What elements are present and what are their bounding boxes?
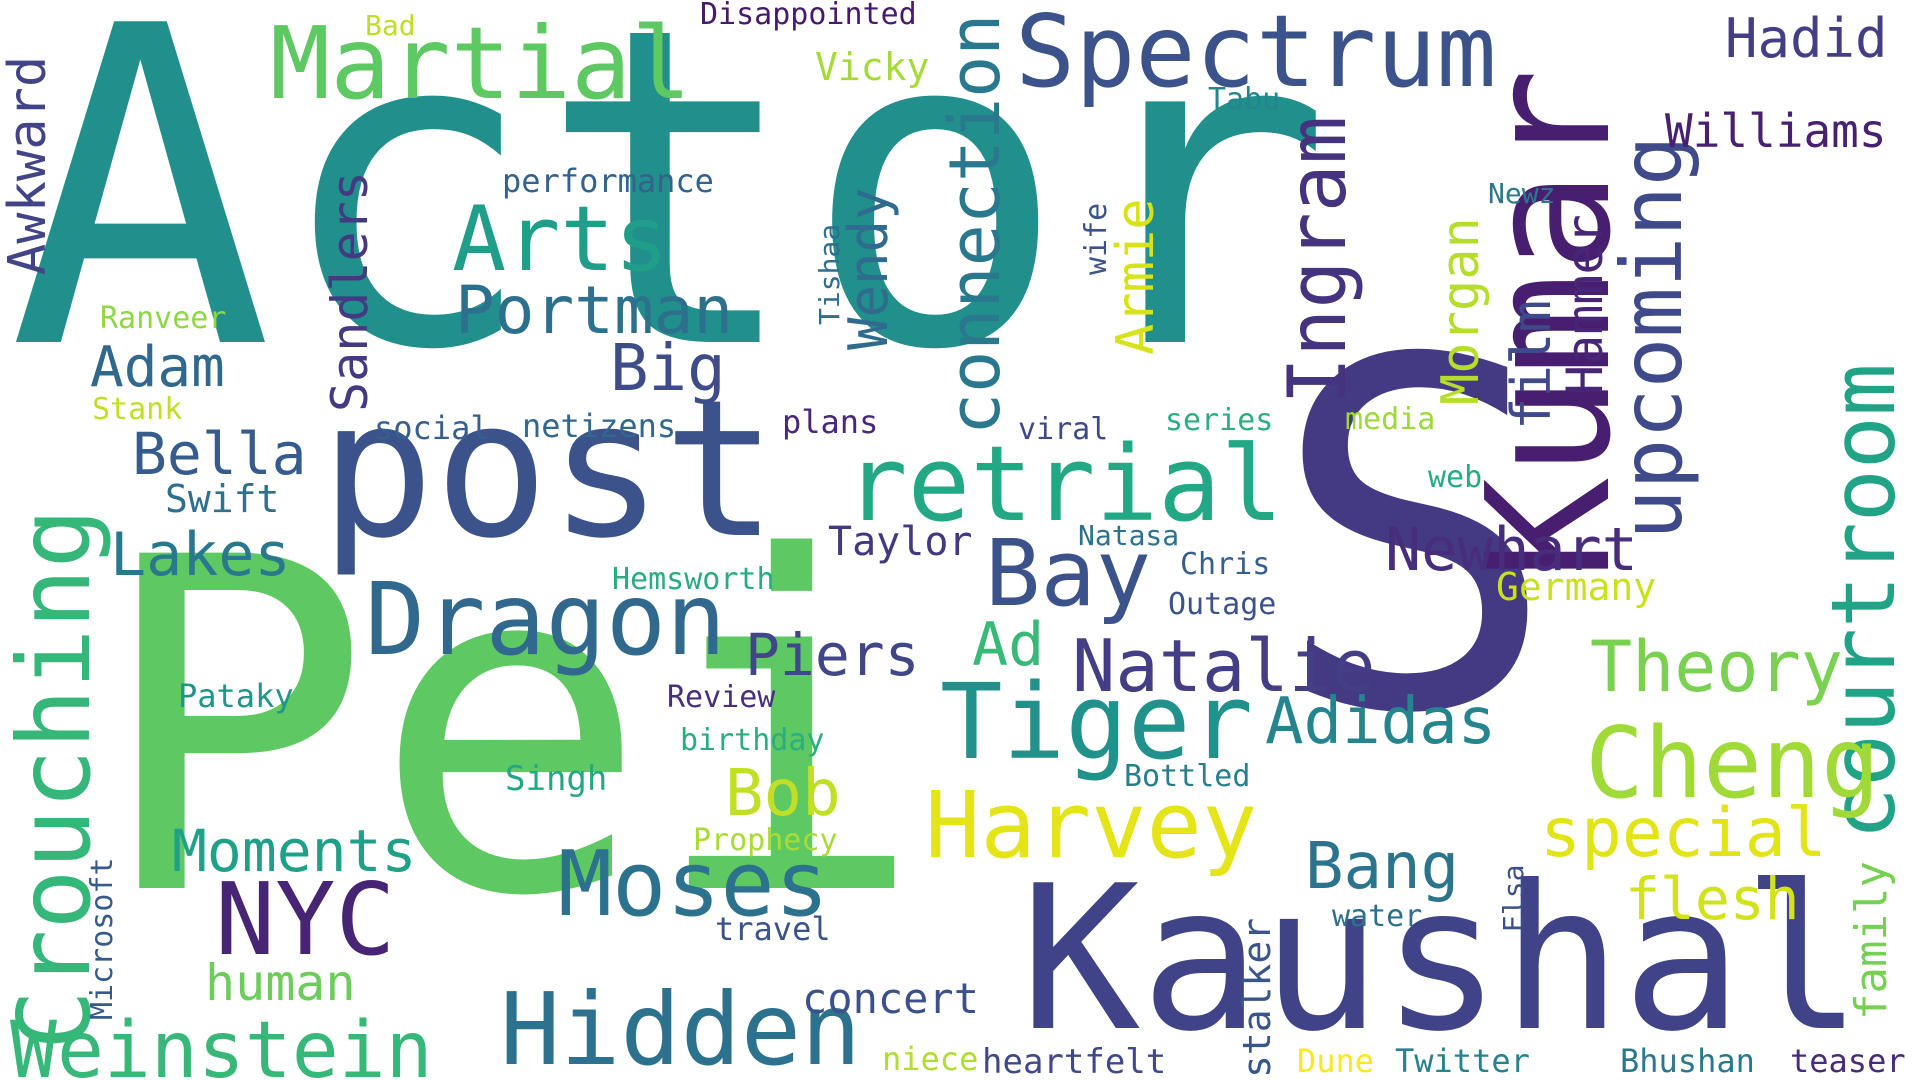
word-bob: Bob [725,757,841,831]
word-kaushal: Kaushal [1020,843,1863,1076]
word-series: series [1165,403,1274,438]
word-chris: Chris [1180,547,1271,582]
word-ingram: Ingram [1271,116,1364,405]
word-retrial: retrial [845,423,1284,545]
word-dragon: Dragon [365,561,727,678]
word-adidas: Adidas [1265,685,1497,759]
word-microsoft: Microsoft [85,857,120,1020]
word-social: social [374,409,490,447]
word-s: S [1270,260,1559,819]
word-bang: Bang [1305,830,1460,904]
word-teaser: teaser [1790,1042,1906,1080]
word-travel: travel [715,910,831,948]
word-connection: connection [934,13,1016,435]
word-newz: Newz [1488,177,1556,210]
word-pataky: Pataky [178,677,294,715]
word-ad: Ad [972,610,1045,680]
word-natasa: Natasa [1078,519,1180,552]
word-bottled: Bottled [1124,759,1251,794]
word-piers: Piers [745,621,920,689]
word-harvey: Harvey [925,772,1258,879]
word-disappointed: Disappointed [700,0,917,32]
word-upcoming: upcoming [1603,135,1701,540]
word-vicky: Vicky [815,45,930,89]
word-concert: concert [802,974,980,1023]
word-nyc: NYC [215,861,396,978]
word-plans: plans [782,403,879,441]
word-newhart: Newhart [1385,515,1638,585]
word-outage: Outage [1168,587,1277,622]
word-moments: Moments [172,817,417,885]
word-family: family [1846,861,1897,1020]
word-flesh: flesh [1625,865,1800,933]
word-web: web [1428,460,1483,495]
word-awkward: Awkward [0,55,58,275]
word-cheng: Cheng [1585,707,1881,821]
word-moses: Moses [558,832,829,937]
word-spectrum: Spectrum [1015,0,1497,110]
word-elsa: Elsa [1497,864,1530,932]
word-twitter: Twitter [1395,1042,1530,1080]
word-williams: Williams [1665,104,1887,158]
word-tishaa: Tishaa [813,223,846,325]
word-post: post [320,359,778,580]
word-weinstein: Weinstein [10,1006,433,1080]
word-arts: Arts [452,187,669,292]
word-martial: Martial [270,5,692,122]
word-wife: wife [1079,202,1114,275]
word-dune: Dune [1297,1042,1375,1080]
word-swift: Swift [165,477,280,521]
word-heartfelt: heartfelt [982,1042,1167,1080]
word-wendy: Wendy [837,187,900,350]
word-ranveer: Ranveer [100,301,227,336]
word-film: film [1500,299,1563,430]
word-bad: Bad [365,9,416,42]
word-taylor: Taylor [828,519,973,565]
word-stank: Stank [92,392,183,427]
word-viral: viral [1018,412,1109,447]
word-portman: Portman [455,272,734,349]
word-prophecy: Prophecy [693,823,838,858]
word-theory: Theory [1590,626,1843,708]
word-hidden: Hidden [500,971,862,1080]
word-sandlers: Sandlers [321,171,379,412]
word-birthday: birthday [680,723,825,758]
word-hadid: Hadid [1725,7,1888,70]
word-media: media [1345,402,1436,437]
word-pei: Pei [95,462,926,997]
word-water: water [1332,899,1423,934]
word-special: special [1540,794,1827,873]
word-hammer: Hammer [1556,214,1614,395]
word-big: Big [610,332,726,406]
word-armie: Armie [1106,198,1166,355]
word-stalker: stalker [1235,917,1279,1078]
word-netizens: netizens [522,407,677,445]
word-niece: niece [882,1040,979,1078]
word-tabu: Tabu [1208,82,1281,117]
word-review: Review [667,680,776,715]
word-hemsworth: Hemsworth [612,562,775,597]
word-morgan: Morgan [1431,217,1491,405]
word-germany: Germany [1496,565,1657,609]
word-actor: Actor [8,0,1333,446]
word-performance: performance [502,162,714,200]
word-tiger: Tiger [940,661,1254,783]
word-bhushan: Bhushan [1620,1042,1755,1080]
word-lakes: Lakes [110,520,291,590]
word-bay: Bay [985,520,1152,627]
word-natalie: Natalie [1072,624,1376,708]
word-adam: Adam [90,335,225,400]
word-singh: Singh [505,759,608,799]
word-human: human [205,954,356,1012]
word-bella: Bella [132,420,307,488]
